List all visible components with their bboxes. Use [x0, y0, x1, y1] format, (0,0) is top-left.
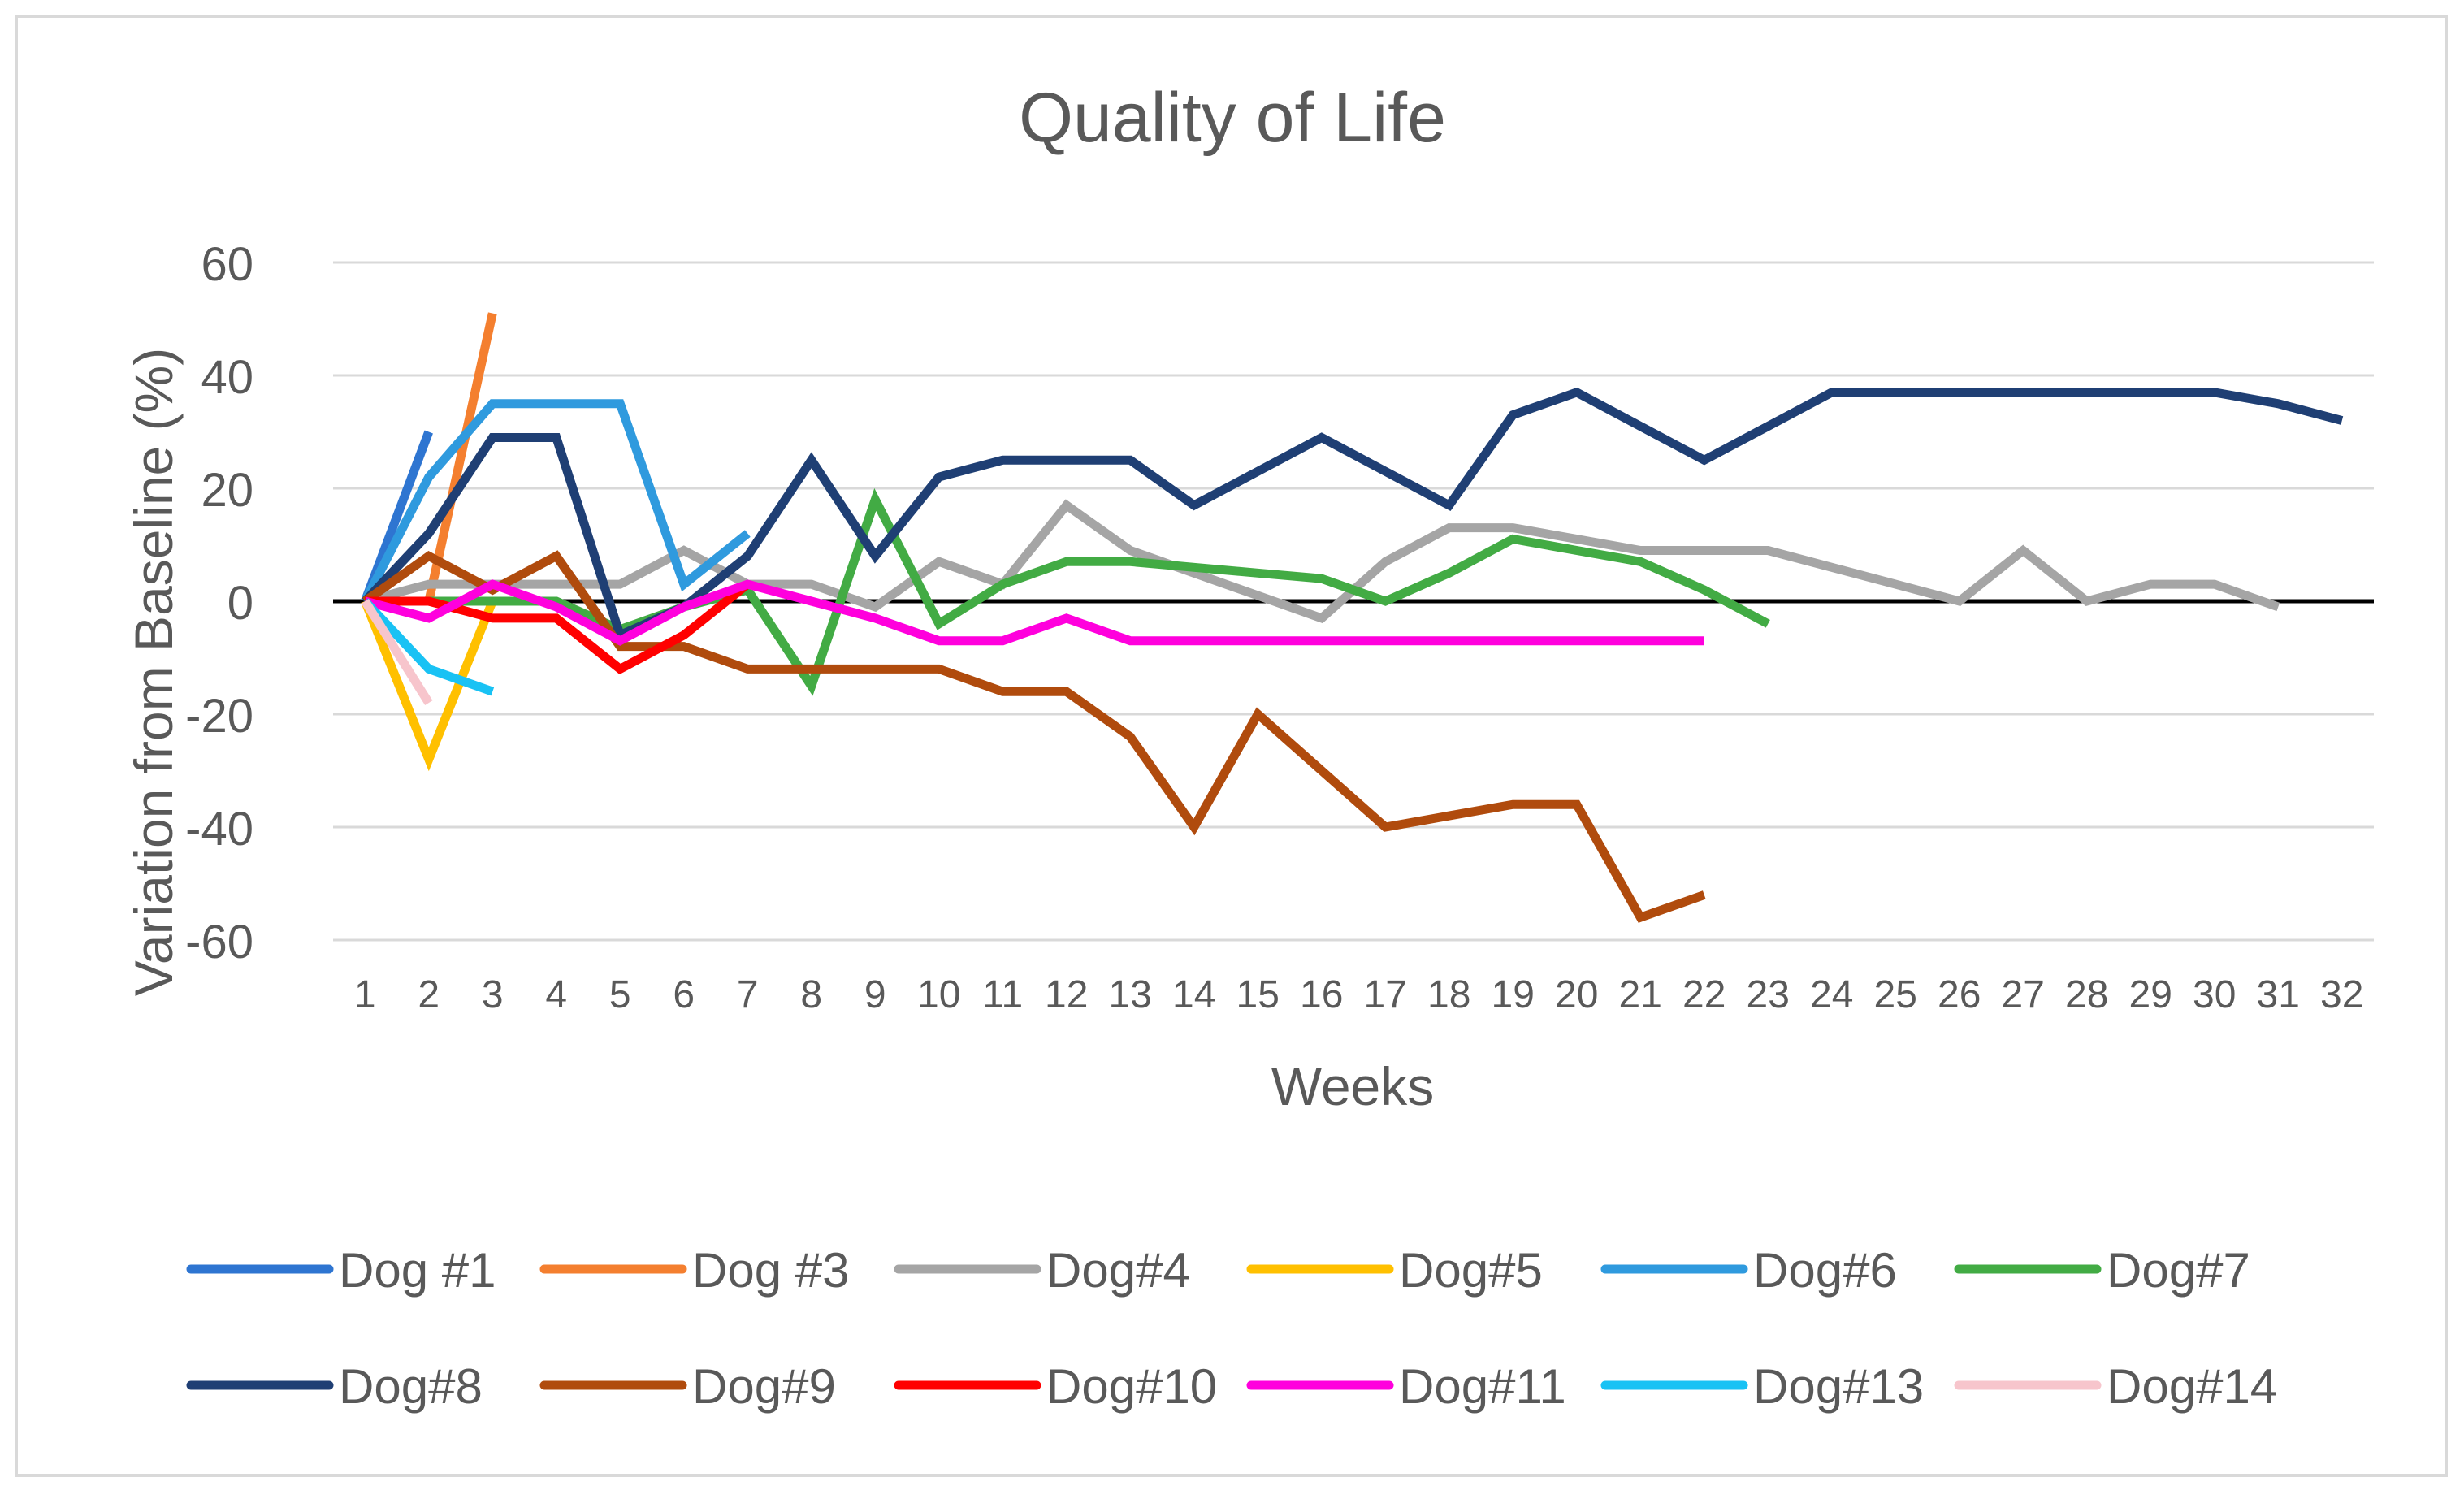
legend-label: Dog#11 [1399, 1359, 1566, 1414]
y-axis-label: Variation from Baseline (%) [123, 348, 184, 996]
series-lines [361, 312, 2344, 923]
series-line-dog14 [361, 599, 433, 706]
legend-label: Dog#14 [2107, 1359, 2277, 1414]
series-line-dog10 [365, 580, 751, 674]
x-tick-label: 28 [2065, 973, 2108, 1016]
y-tick-label: -60 [185, 916, 253, 968]
x-tick-label: 25 [1874, 973, 1917, 1016]
x-tick-label: 16 [1300, 973, 1343, 1016]
x-tick-labels: 1 2 3 4 5 6 7 8 9 10 11 12 13 14 15 16 17 18 19 20 21 22 23 24 2… [354, 973, 2364, 1016]
legend-label: Dog #1 [339, 1243, 496, 1298]
x-tick-label: 15 [1236, 973, 1280, 1016]
y-tick-label: 60 [201, 238, 253, 291]
x-tick-label: 1 [354, 973, 376, 1016]
legend-label: Dog#7 [2107, 1243, 2250, 1298]
x-tick-label: 17 [1364, 973, 1407, 1016]
legend-label: Dog#13 [1753, 1359, 1924, 1414]
x-tick-label: 27 [2002, 973, 2045, 1016]
x-tick-label: 18 [1427, 973, 1470, 1016]
x-tick-label: 32 [2320, 973, 2363, 1016]
x-tick-label: 3 [482, 973, 504, 1016]
x-axis-label: Weeks [1271, 1056, 1435, 1116]
y-tick-label: 40 [201, 351, 253, 404]
x-tick-label: 8 [800, 973, 822, 1016]
x-tick-label: 29 [2129, 973, 2172, 1016]
x-tick-label: 31 [2257, 973, 2300, 1016]
x-tick-label: 23 [1747, 973, 1790, 1016]
x-tick-label: 22 [1682, 973, 1726, 1016]
y-tick-labels: 60 40 20 0 -20 -40 -60 [185, 238, 253, 968]
x-tick-label: 2 [418, 973, 440, 1016]
series-line-dog4 [363, 499, 2280, 624]
legend-label: Dog#5 [1399, 1243, 1543, 1298]
series-line-dog13 [362, 598, 495, 696]
legend: Dog #1 Dog #3 Dog#4 Dog#5 Dog#6 Dog#7 Dog#8 Dog… [186, 1243, 2277, 1414]
x-tick-label: 6 [673, 973, 695, 1016]
x-tick-label: 4 [545, 973, 567, 1016]
x-tick-label: 30 [2193, 973, 2236, 1016]
y-tick-label: -40 [185, 803, 253, 856]
x-tick-label: 7 [737, 973, 759, 1016]
y-tick-label: -20 [185, 690, 253, 743]
series-line-dog5 [361, 599, 497, 772]
x-tick-label: 13 [1109, 973, 1152, 1016]
x-tick-label: 26 [1938, 973, 1981, 1016]
chart-title: Quality of Life [1019, 79, 1446, 157]
x-tick-label: 9 [864, 973, 886, 1016]
x-tick-label: 20 [1555, 973, 1598, 1016]
series-line-dog9 [362, 550, 1706, 923]
series-line-dog6 [361, 399, 751, 604]
series-line-dog7 [365, 488, 1770, 696]
legend-label: Dog #3 [692, 1243, 849, 1298]
x-tick-label: 24 [1810, 973, 1853, 1016]
x-tick-label: 11 [982, 973, 1023, 1016]
x-tick-label: 19 [1492, 973, 1535, 1016]
legend-label: Dog#9 [692, 1359, 836, 1414]
y-tick-label: 20 [201, 464, 253, 517]
gridlines [333, 261, 2374, 942]
legend-label: Dog#6 [1753, 1243, 1897, 1298]
legend-label: Dog#10 [1046, 1359, 1217, 1414]
x-tick-label: 5 [609, 973, 631, 1016]
legend-label: Dog#4 [1046, 1243, 1190, 1298]
x-tick-label: 14 [1172, 973, 1215, 1016]
x-tick-label: 21 [1619, 973, 1662, 1016]
x-tick-label: 10 [917, 973, 960, 1016]
y-tick-label: 0 [227, 577, 253, 630]
legend-label: Dog#8 [339, 1359, 483, 1414]
series-line-dog11 [363, 579, 1704, 646]
x-tick-label: 12 [1045, 973, 1088, 1016]
